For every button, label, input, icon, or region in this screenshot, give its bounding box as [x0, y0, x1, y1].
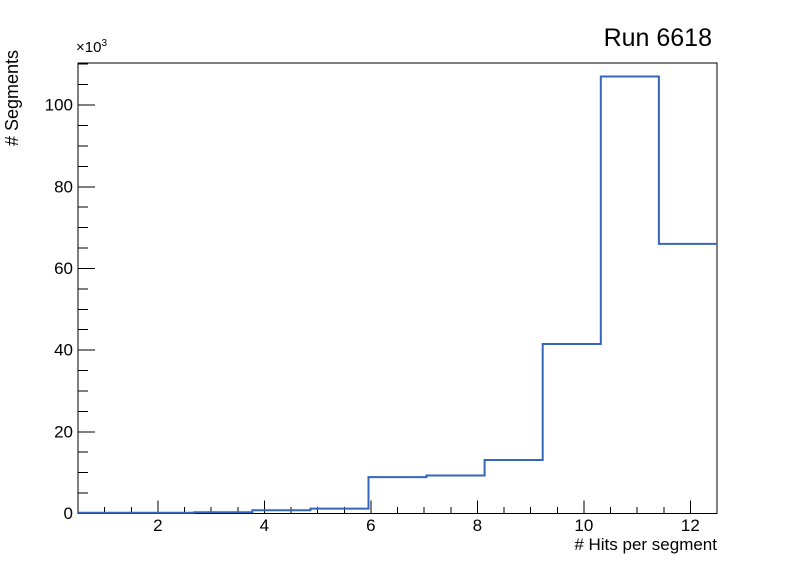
- y-axis-multiplier-base: ×10: [76, 39, 102, 56]
- svg-text:12: 12: [681, 516, 700, 535]
- x-axis-ticks: [104, 500, 718, 514]
- x-axis-tick-labels: 2 4 6 8 10 12: [153, 516, 700, 535]
- svg-text:100: 100: [45, 96, 73, 115]
- y-axis-ticks: [78, 63, 95, 514]
- y-axis-tick-labels: 0 20 40 60 80 100: [45, 96, 73, 523]
- y-axis-multiplier-exponent: 3: [101, 38, 108, 49]
- svg-text:0: 0: [64, 504, 73, 523]
- svg-text:4: 4: [260, 516, 269, 535]
- svg-text:20: 20: [54, 422, 73, 441]
- svg-text:40: 40: [54, 341, 73, 360]
- y-axis-multiplier: ×103: [76, 38, 108, 56]
- x-axis-title: # Hits per segment: [574, 535, 717, 554]
- svg-text:6: 6: [366, 516, 375, 535]
- svg-text:2: 2: [153, 516, 162, 535]
- plot-title: Run 6618: [603, 24, 712, 52]
- svg-text:8: 8: [473, 516, 482, 535]
- svg-text:60: 60: [54, 259, 73, 278]
- histogram-line: [78, 75, 717, 514]
- svg-text:80: 80: [54, 177, 73, 196]
- svg-text:10: 10: [574, 516, 593, 535]
- plot-frame: [77, 62, 718, 514]
